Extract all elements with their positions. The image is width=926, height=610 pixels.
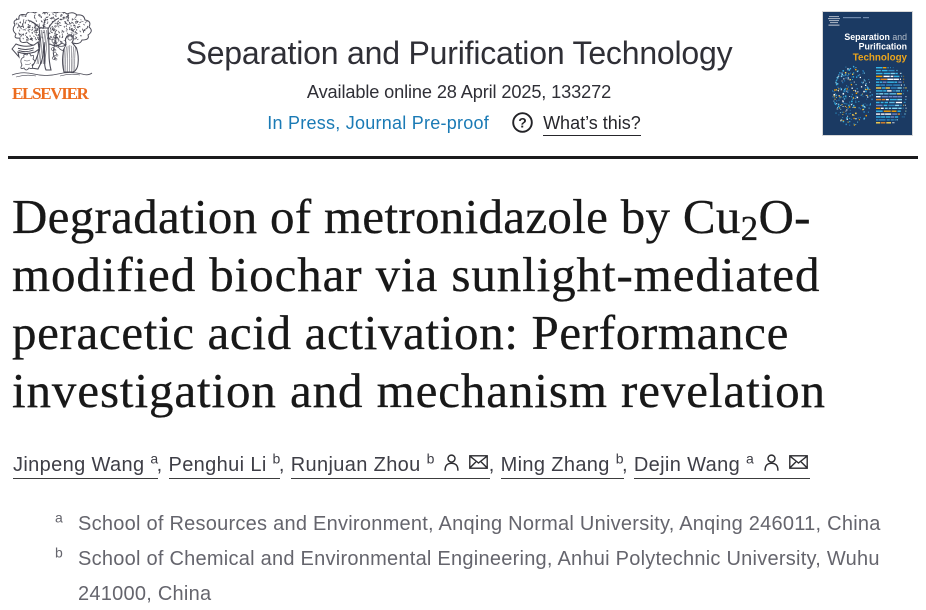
svg-text:Technology: Technology <box>853 53 908 64</box>
svg-text:Separation and: Separation and <box>844 32 907 42</box>
svg-text:Purification: Purification <box>859 42 907 52</box>
svg-text:?: ? <box>518 115 527 131</box>
